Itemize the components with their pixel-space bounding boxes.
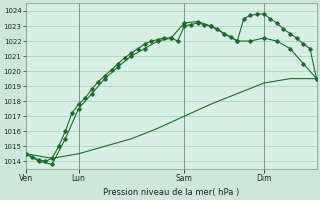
X-axis label: Pression niveau de la mer( hPa ): Pression niveau de la mer( hPa )	[103, 188, 239, 197]
